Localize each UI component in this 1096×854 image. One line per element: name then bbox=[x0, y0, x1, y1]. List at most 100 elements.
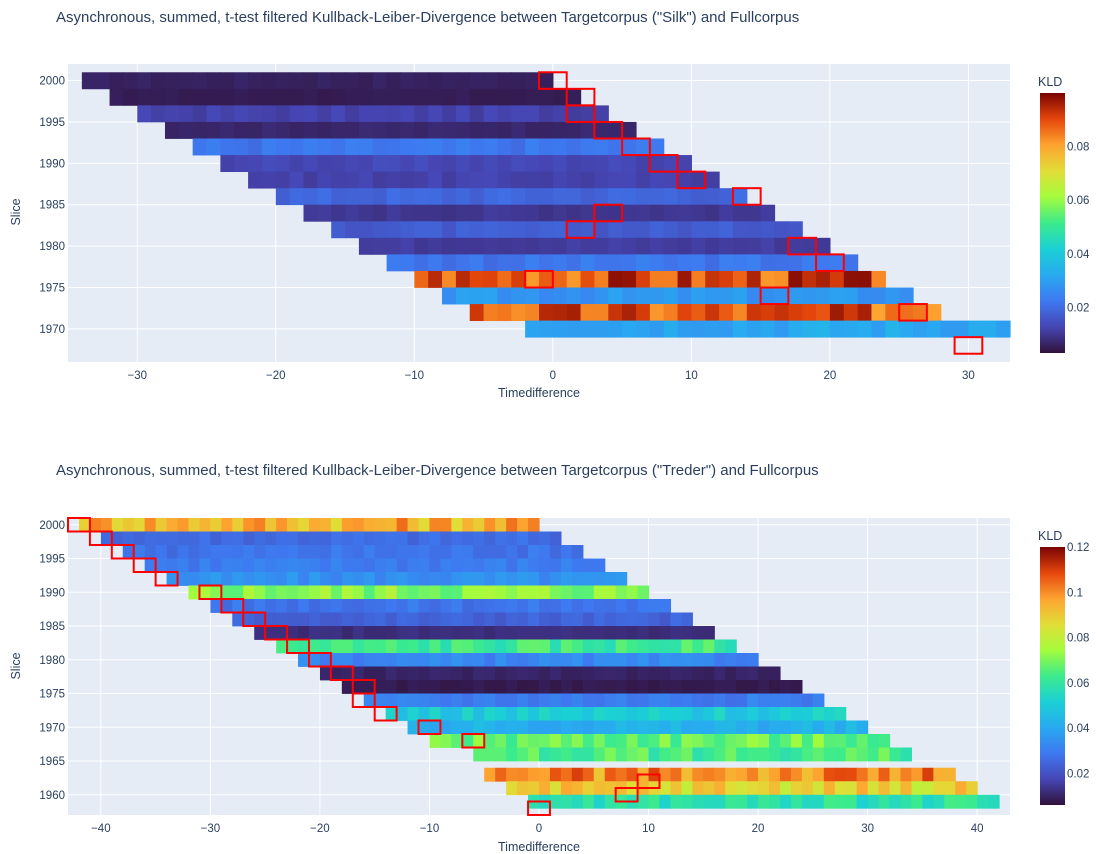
heatmap-cell bbox=[714, 720, 726, 735]
heatmap-cell bbox=[539, 680, 551, 694]
heatmap-cell bbox=[566, 287, 582, 305]
heatmap-cell bbox=[462, 545, 474, 559]
heatmap-cell bbox=[220, 138, 235, 156]
heatmap-cell bbox=[511, 254, 526, 272]
heatmap-cell bbox=[206, 88, 221, 106]
heatmap-cell bbox=[319, 653, 332, 667]
heatmap-cell bbox=[418, 545, 431, 559]
heatmap-cell bbox=[801, 734, 814, 748]
heatmap-cell bbox=[484, 747, 496, 762]
heatmap-cell bbox=[243, 599, 255, 613]
heatmap-cell bbox=[703, 680, 715, 694]
heatmap-cell bbox=[560, 680, 573, 694]
heatmap-cell bbox=[469, 304, 485, 322]
heatmap-cell bbox=[802, 270, 817, 288]
heatmap-cell bbox=[308, 585, 321, 600]
heatmap-cell bbox=[495, 720, 507, 735]
heatmap-cell bbox=[287, 639, 299, 654]
heatmap-cell bbox=[539, 720, 551, 735]
heatmap-cell bbox=[560, 693, 573, 708]
heatmap-cell bbox=[525, 237, 540, 255]
heatmap-cell bbox=[528, 734, 540, 748]
heatmap-cell bbox=[834, 767, 847, 782]
heatmap-cell bbox=[604, 734, 617, 748]
heatmap-cell bbox=[823, 747, 836, 762]
heatmap-cell bbox=[608, 155, 623, 173]
heatmap-cell bbox=[192, 138, 208, 156]
heatmap-cell bbox=[856, 794, 869, 809]
colorbar-tick-label: 0.02 bbox=[1067, 768, 1089, 780]
y-tick-label: 2000 bbox=[39, 520, 65, 532]
heatmap-cell bbox=[429, 585, 442, 600]
heatmap-cell bbox=[626, 666, 639, 681]
heatmap-cell bbox=[580, 171, 596, 189]
heatmap-cell bbox=[473, 545, 485, 559]
heatmap-cell bbox=[440, 639, 452, 654]
heatmap-cell bbox=[571, 666, 584, 681]
heatmap-cell bbox=[736, 781, 748, 796]
heatmap-cell bbox=[582, 653, 595, 667]
heatmap-cell bbox=[483, 237, 499, 255]
heatmap-cell bbox=[166, 518, 179, 532]
heatmap-cell bbox=[691, 204, 706, 222]
heatmap-cell bbox=[372, 121, 388, 139]
heatmap-cell bbox=[801, 794, 814, 809]
heatmap-cell bbox=[429, 531, 442, 546]
highlight-box bbox=[527, 800, 551, 816]
heatmap-cell bbox=[396, 639, 409, 654]
heatmap-cell bbox=[331, 221, 346, 239]
heatmap-cell bbox=[834, 747, 847, 762]
heatmap-cell bbox=[455, 138, 471, 156]
heatmap-cell bbox=[511, 105, 526, 123]
heatmap-cell bbox=[725, 666, 737, 681]
heatmap-cell bbox=[234, 138, 249, 156]
heatmap-cell bbox=[254, 612, 266, 627]
x-tick-label: −20 bbox=[266, 370, 286, 382]
heatmap-cell bbox=[363, 666, 376, 681]
heatmap-cell bbox=[396, 558, 409, 573]
heatmap-cell bbox=[790, 720, 803, 735]
heatmap-cell bbox=[626, 707, 639, 721]
heatmap-cell bbox=[248, 171, 263, 189]
colorbar-title: KLD bbox=[1038, 75, 1062, 89]
heatmap-cell bbox=[845, 747, 858, 762]
heatmap-cell bbox=[517, 531, 529, 546]
heatmap-cell bbox=[758, 680, 770, 694]
heatmap-cell bbox=[703, 653, 715, 667]
heatmap-cell bbox=[900, 747, 913, 762]
heatmap-cell bbox=[469, 105, 485, 123]
heatmap-cell bbox=[495, 599, 507, 613]
heatmap-cell bbox=[276, 639, 288, 654]
heatmap-cell bbox=[552, 188, 568, 206]
heatmap-cell bbox=[188, 585, 201, 600]
heatmap-cell bbox=[933, 781, 945, 796]
heatmap-cell bbox=[659, 734, 672, 748]
heatmap-cell bbox=[649, 304, 665, 322]
heatmap-cell bbox=[495, 531, 507, 546]
heatmap-cell bbox=[604, 666, 617, 681]
heatmap-cell bbox=[345, 88, 360, 106]
heatmap-cell bbox=[517, 707, 529, 721]
heatmap-cell bbox=[497, 204, 512, 222]
heatmap-cell bbox=[352, 680, 365, 694]
heatmap-cell bbox=[566, 105, 582, 123]
heatmap-cell bbox=[451, 653, 463, 667]
heatmap-cell bbox=[122, 531, 135, 546]
heatmap-cell bbox=[317, 188, 332, 206]
heatmap-cell bbox=[539, 287, 554, 305]
heatmap-cell bbox=[528, 767, 540, 782]
heatmap-cell bbox=[206, 121, 221, 139]
heatmap-cell bbox=[649, 287, 665, 305]
heatmap-cell bbox=[210, 531, 222, 546]
heatmap-cell bbox=[560, 720, 573, 735]
highlight-box bbox=[593, 203, 624, 223]
heatmap-cell bbox=[608, 138, 623, 156]
highlight-box bbox=[565, 104, 596, 123]
heatmap-cell bbox=[801, 720, 814, 735]
heatmap-cell bbox=[582, 781, 595, 796]
heatmap-cell bbox=[719, 320, 734, 338]
heatmap-cell bbox=[677, 270, 692, 288]
heatmap-cell bbox=[400, 88, 415, 106]
highlight-box bbox=[329, 665, 354, 681]
heatmap-cell bbox=[593, 653, 606, 667]
